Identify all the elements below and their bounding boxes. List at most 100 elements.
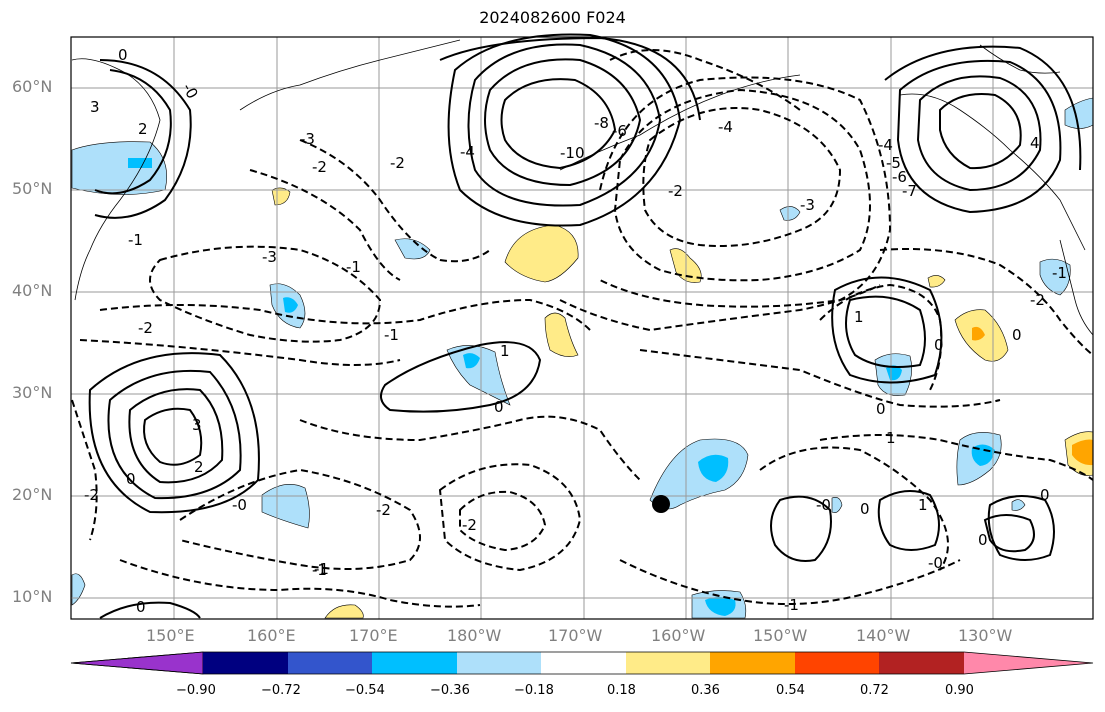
contour-label: -1 [128,231,143,249]
colorbar-extend-low [70,651,204,675]
shade-region [504,224,579,283]
contour-neg [819,434,1094,481]
contour-label: 1 [854,308,864,326]
lat-label: 30°N [12,383,53,402]
shade-region [779,206,801,221]
contour-pos [877,490,940,551]
contour-label: 1 [918,496,928,514]
coastline-aleutians [559,74,801,171]
colorbar-tick-label: −0.90 [176,683,216,698]
contour-label: 0 [118,46,128,64]
coastline-alaska [899,93,1086,251]
lon-label: 130°W [958,626,1013,645]
contour-label: 3 [90,98,100,116]
shade-core [283,297,298,313]
contour-pos [94,69,172,195]
shade-region [544,312,579,357]
coastlines [71,39,1094,336]
contour-neg [639,349,1001,408]
contour-pos [88,352,260,514]
contour-label: -2 [138,319,153,337]
coastline-nw-america [1059,239,1094,336]
lat-label: 20°N [12,485,53,504]
colorbar-tick-label: −0.18 [514,683,554,698]
lat-label: 10°N [12,587,53,606]
shade-core [1072,439,1093,466]
contour-neg [119,559,481,608]
contour-label: -2 [462,516,477,534]
contour-label: -4 [460,143,475,161]
contour-label: 1 [886,429,896,447]
contour-label: -2 [390,154,405,172]
contour-label: -8 [594,114,609,132]
contour-neg [619,559,961,605]
contour-labels: 0 -0 3 2 -3 -2 -1 -3 -2 -1 -2 -4 -6 -8 -… [84,46,1067,616]
contour-label: -4 [878,136,893,154]
contour-label: -6 [612,122,627,140]
contour-label: -3 [800,196,815,214]
colorbar-segment [541,652,626,674]
lon-label: 170°E [349,626,398,645]
contour-pos [484,58,642,187]
contour-label: -10 [560,144,585,162]
shade-region [927,275,946,288]
contour-label: 0 [494,398,504,416]
coastline-north [979,44,1061,74]
contour-label: 0 [876,400,886,418]
contour-label: -4 [718,118,733,136]
contour-label: -3 [300,130,315,148]
colorbar-tick-label: −0.36 [430,683,470,698]
contour-pos [380,341,542,413]
contour-label: -1 [384,326,399,344]
lon-label: 160°W [651,626,706,645]
lat-label: 40°N [12,281,53,300]
negative-core-shading [128,158,995,616]
contour-label: 2 [138,120,148,138]
colorbar-tick-label: −0.72 [261,683,301,698]
solid-contours [88,33,1082,619]
contour-pos [987,495,1055,561]
contour-label: -1 [312,561,327,579]
contour-pos [939,93,1022,170]
contour-label: -2 [84,486,99,504]
contour-label: -3 [262,248,277,266]
contour-neg [438,463,582,572]
contour-neg [613,88,871,282]
contour-neg [99,298,591,331]
contour-label: 0 [126,470,136,488]
lon-label: 180°W [447,626,502,645]
contour-label: 3 [192,416,202,434]
shade-core [705,597,736,616]
shade-region [1039,258,1071,296]
colorbar-segment [372,652,457,674]
colorbar-tick-label: 0.18 [607,683,636,698]
contour-label: -6 [892,168,907,186]
shade-core [972,326,985,341]
positive-shading [271,187,1094,619]
contour-label: 4 [1030,134,1040,152]
shade-core [128,158,152,168]
shade-core [698,454,729,482]
colorbar-tick-label: 0.72 [860,683,889,698]
shade-region [71,141,167,195]
contour-label: -1 [346,258,361,276]
lon-label: 150°W [753,626,808,645]
shade-core [886,365,902,381]
contour-label: 0 [860,500,870,518]
contour-pos [500,78,617,170]
map-frame [70,36,1094,620]
coastline-kamchatka [71,58,161,301]
contour-label: -0 [816,496,831,514]
contour-pos [107,369,242,500]
contour-neg [79,339,401,366]
contour-pos [884,45,1082,171]
contour-label: -1 [1052,264,1067,282]
contour-label: -2 [1030,291,1045,309]
colorbar-tick-label: 0.36 [691,683,720,698]
contour-label: 0 [1040,486,1050,504]
contour-label: -5 [886,154,901,172]
contour-neg [299,415,641,481]
lat-label: 50°N [12,179,53,198]
lon-label: 140°W [856,626,911,645]
contour-pos [983,514,1035,553]
